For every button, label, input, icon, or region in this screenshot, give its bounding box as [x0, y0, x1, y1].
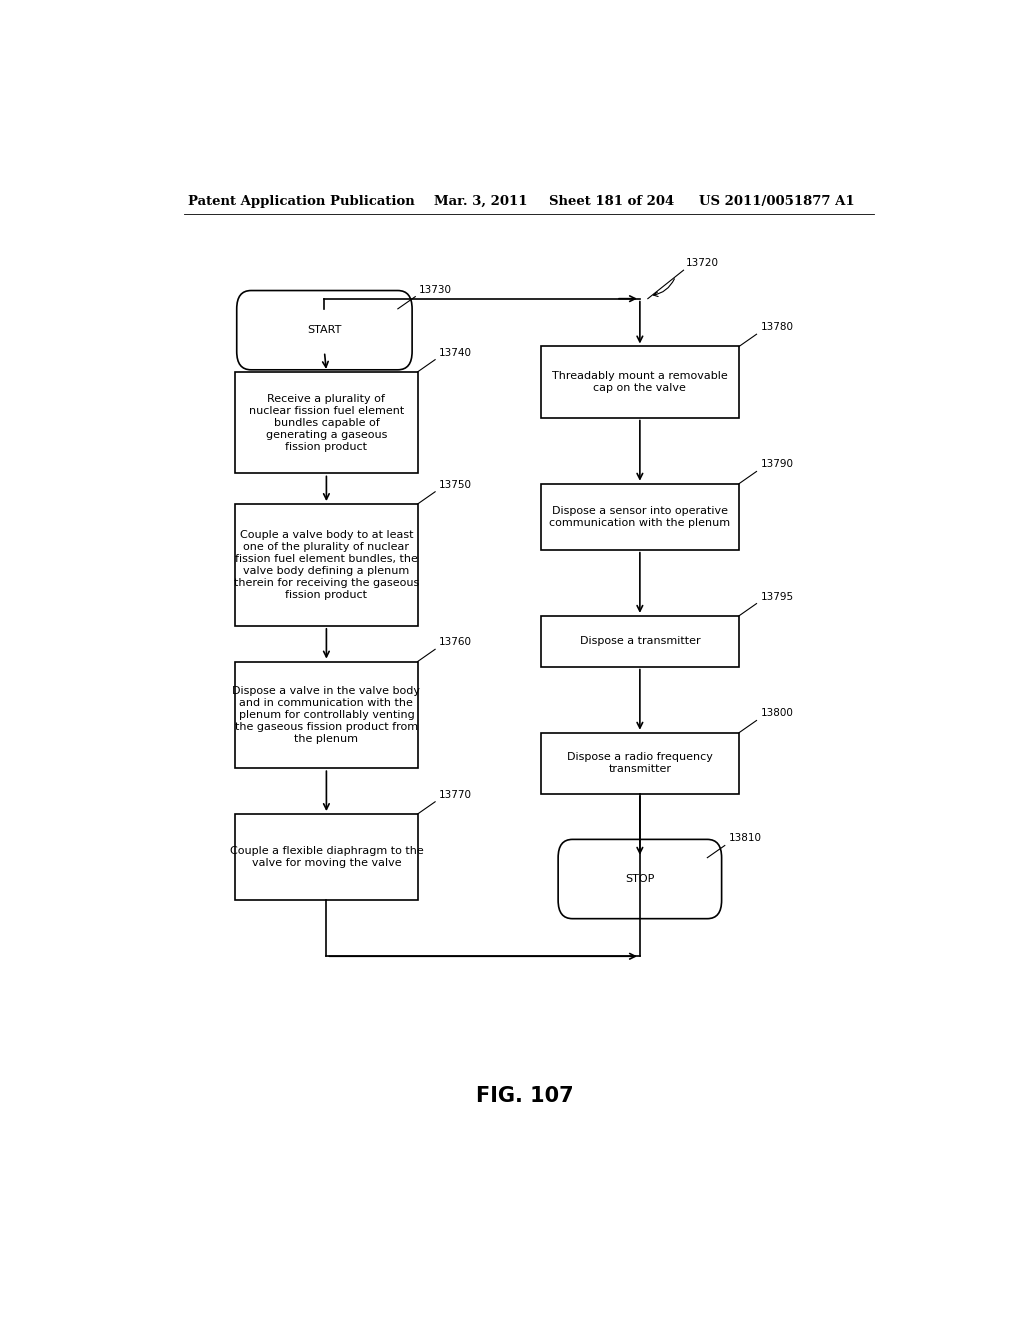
Text: 13795: 13795: [761, 591, 794, 602]
Text: Threadably mount a removable
cap on the valve: Threadably mount a removable cap on the …: [552, 371, 728, 393]
Text: Receive a plurality of
nuclear fission fuel element
bundles capable of
generatin: Receive a plurality of nuclear fission f…: [249, 393, 404, 451]
Text: Couple a valve body to at least
one of the plurality of nuclear
fission fuel ele: Couple a valve body to at least one of t…: [233, 529, 419, 601]
Text: Dispose a sensor into operative
communication with the plenum: Dispose a sensor into operative communic…: [549, 506, 730, 528]
Bar: [236, 661, 418, 768]
Bar: [236, 372, 418, 474]
FancyBboxPatch shape: [237, 290, 412, 370]
Text: Sheet 181 of 204: Sheet 181 of 204: [549, 194, 674, 207]
Bar: [236, 814, 418, 900]
Text: 13730: 13730: [419, 285, 453, 294]
Bar: [541, 483, 739, 549]
Text: 13770: 13770: [439, 789, 472, 800]
Bar: [236, 504, 418, 626]
Text: 13760: 13760: [439, 638, 472, 647]
Text: 13720: 13720: [686, 259, 719, 268]
Text: Couple a flexible diaphragm to the
valve for moving the valve: Couple a flexible diaphragm to the valve…: [229, 846, 423, 869]
Text: 13780: 13780: [761, 322, 794, 333]
Bar: [541, 615, 739, 667]
Text: Mar. 3, 2011: Mar. 3, 2011: [433, 194, 527, 207]
Text: START: START: [307, 325, 342, 335]
Text: US 2011/0051877 A1: US 2011/0051877 A1: [699, 194, 855, 207]
Text: STOP: STOP: [626, 874, 654, 884]
Text: Dispose a transmitter: Dispose a transmitter: [580, 636, 700, 647]
Bar: [541, 733, 739, 793]
Text: 13800: 13800: [761, 709, 794, 718]
Text: 13790: 13790: [761, 459, 794, 470]
Text: 13810: 13810: [729, 833, 762, 843]
Text: Dispose a radio frequency
transmitter: Dispose a radio frequency transmitter: [567, 752, 713, 774]
Text: 13750: 13750: [439, 479, 472, 490]
FancyBboxPatch shape: [558, 840, 722, 919]
Text: 13740: 13740: [439, 347, 472, 358]
Text: Patent Application Publication: Patent Application Publication: [187, 194, 415, 207]
Bar: [541, 346, 739, 417]
Text: FIG. 107: FIG. 107: [476, 1085, 573, 1106]
Text: Dispose a valve in the valve body
and in communication with the
plenum for contr: Dispose a valve in the valve body and in…: [232, 686, 421, 744]
